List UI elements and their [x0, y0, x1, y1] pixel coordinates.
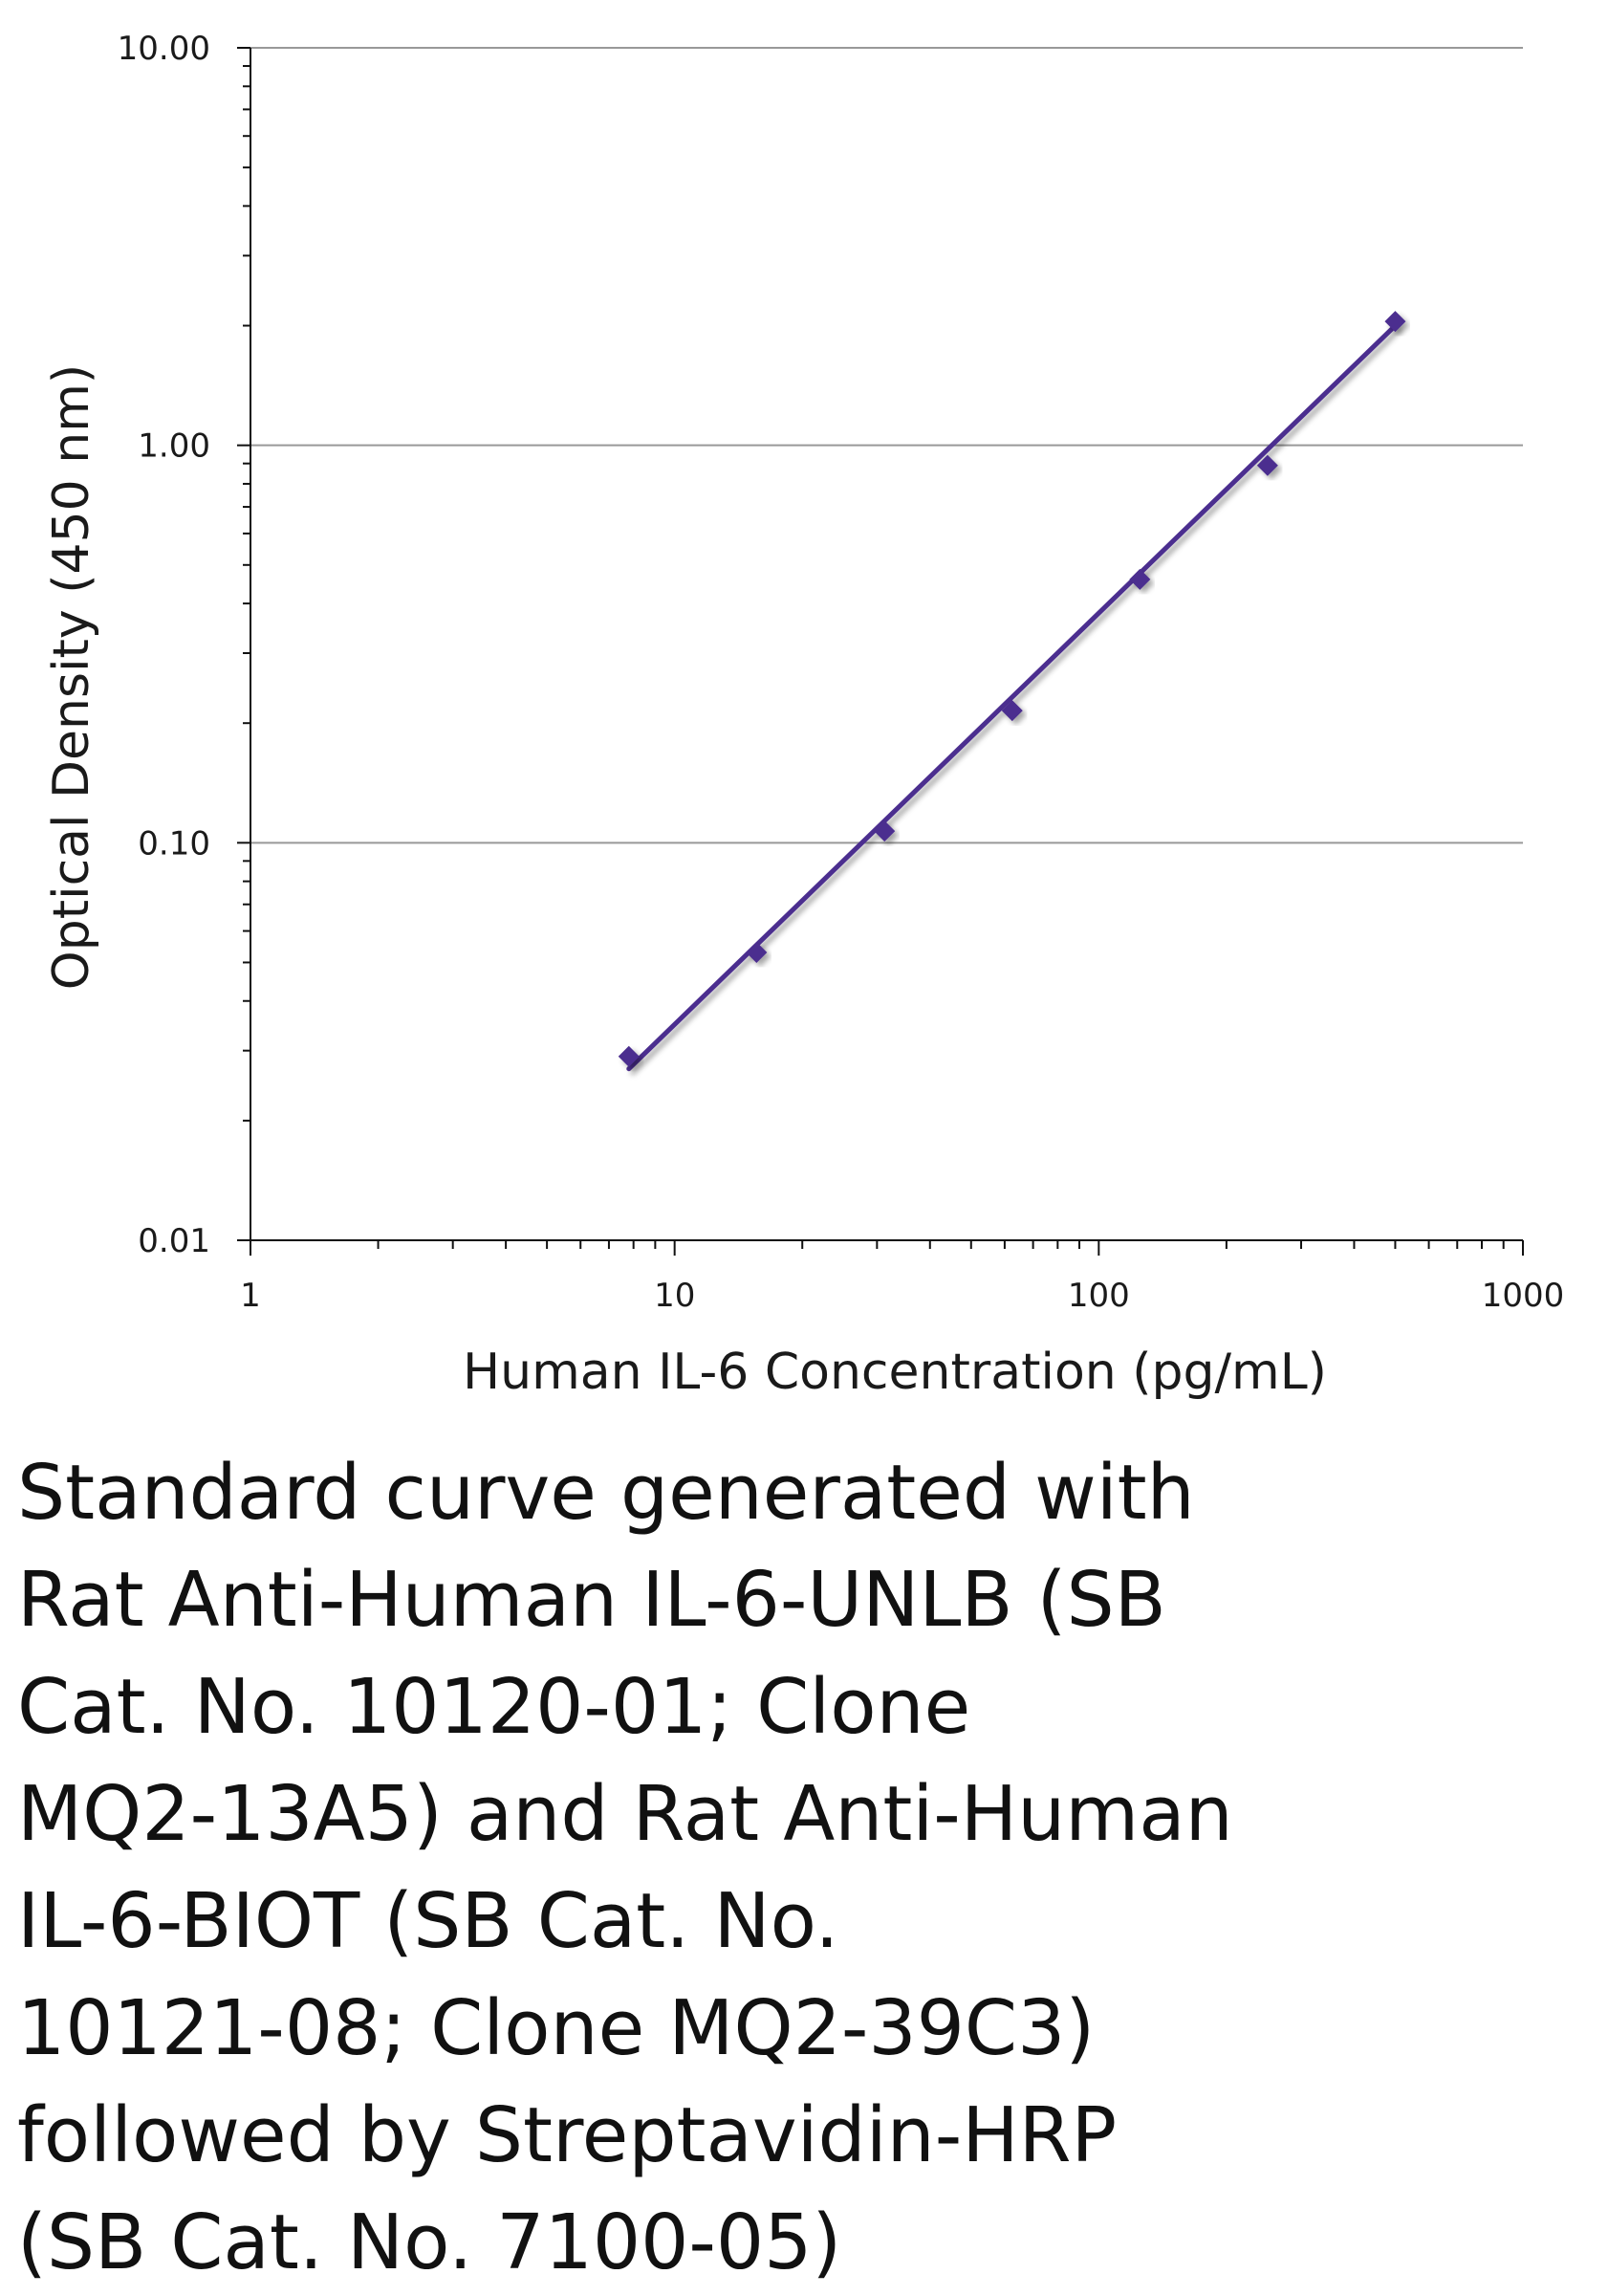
data-point — [1256, 454, 1278, 476]
data-point — [1384, 311, 1406, 333]
x-axis-title: Human IL-6 Concentration (pg/mL) — [463, 1344, 1327, 1401]
data-point — [1129, 568, 1151, 590]
y-axis-title: Optical Density (450 nm) — [43, 364, 100, 990]
x-tick-label: 10 — [654, 1277, 695, 1315]
caption-line: 10121-08; Clone MQ2-39C3) — [17, 1984, 1096, 2072]
x-tick-label: 1 — [240, 1277, 261, 1315]
y-tick-label: 0.10 — [138, 824, 210, 863]
caption-line: Rat Anti-Human IL-6-UNLB (SB — [17, 1556, 1166, 1644]
standard-curve-chart: 1 10 100 1000 0.01 0.10 1.00 10.00 Human… — [43, 30, 1565, 1401]
caption-line: MQ2-13A5) and Rat Anti-Human — [17, 1770, 1233, 1858]
caption-line: followed by Streptavidin-HRP — [17, 2091, 1118, 2179]
tick-labels: 1 10 100 1000 0.01 0.10 1.00 10.00 — [118, 30, 1565, 1315]
data-point — [618, 1045, 640, 1067]
data-point — [874, 820, 896, 842]
caption-line: Standard curve generated with — [17, 1449, 1195, 1537]
axes — [250, 48, 1523, 1241]
x-tick-label: 100 — [1068, 1277, 1130, 1315]
y-tick-label: 10.00 — [118, 30, 210, 68]
data-point — [746, 941, 768, 963]
gridlines — [250, 47, 1523, 844]
caption-line: Cat. No. 10120-01; Clone — [17, 1663, 971, 1751]
data-point — [1001, 700, 1023, 722]
caption-line: IL-6-BIOT (SB Cat. No. — [17, 1877, 839, 1965]
fit-line — [626, 323, 1398, 1072]
y-tick-label: 1.00 — [138, 427, 210, 466]
figure-caption: Standard curve generated with Rat Anti-H… — [17, 1439, 1547, 2296]
data-series — [618, 311, 1406, 1072]
caption-line: (SB Cat. No. 7100-05) — [17, 2198, 842, 2286]
y-tick-label: 0.01 — [138, 1222, 210, 1260]
x-tick-label: 1000 — [1482, 1277, 1565, 1315]
axis-ticks — [237, 47, 1524, 1256]
